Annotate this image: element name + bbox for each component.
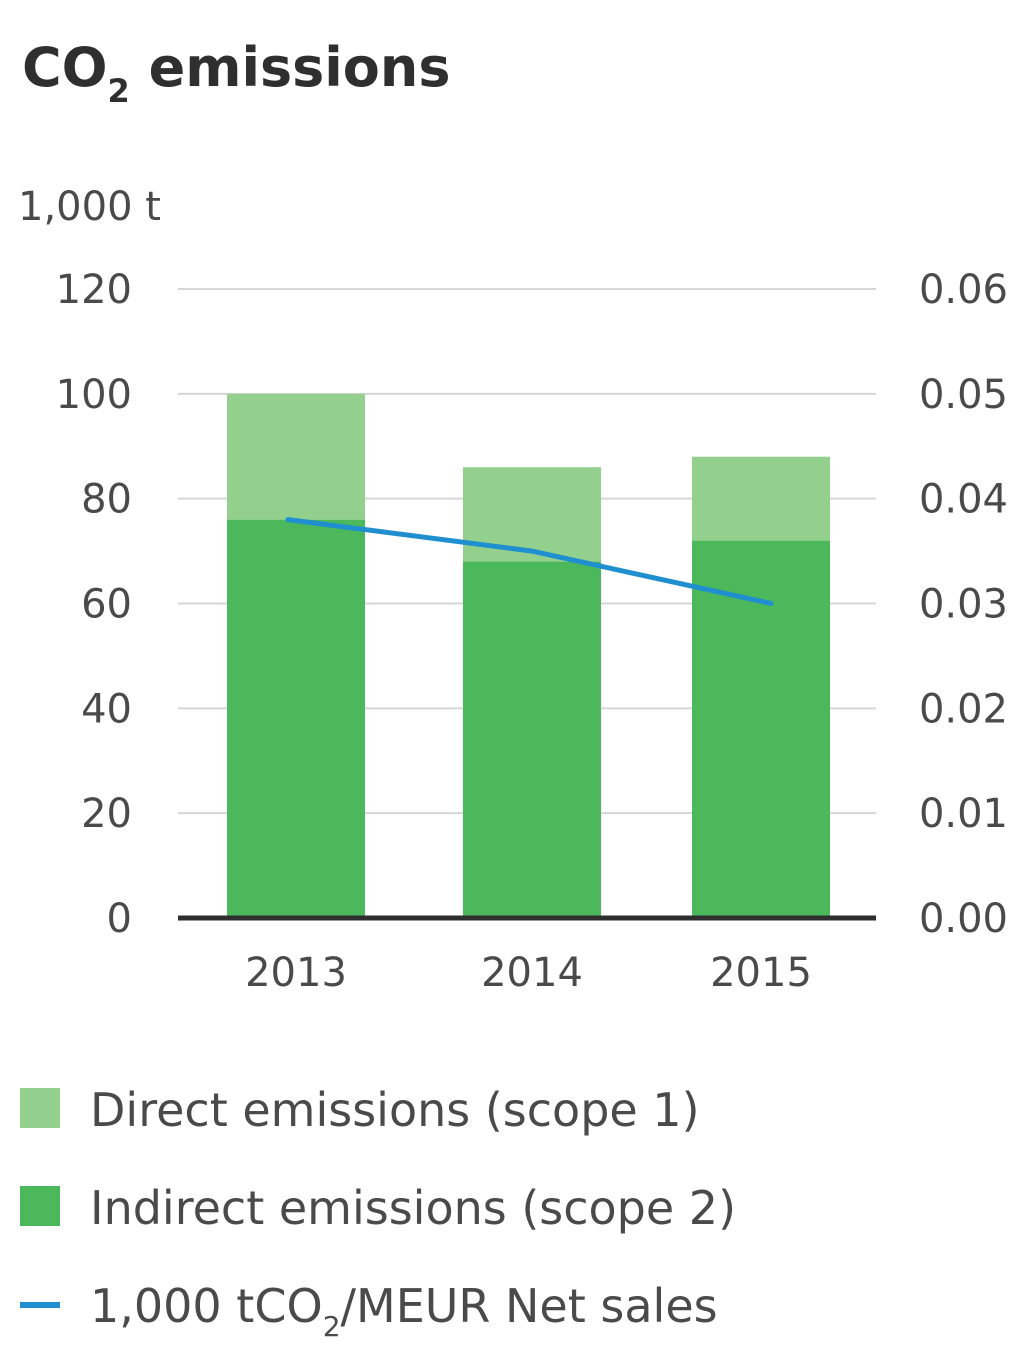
x-tick-label: 2014 [481,950,583,996]
intensity-line [285,517,774,606]
y2-tick-label: 0.06 [919,267,1008,313]
legend-intensity-rest: /MEUR Net sales [341,1279,718,1333]
x-ticks: 2013 2014 2015 [245,950,812,996]
y2-tick-label: 0.00 [919,896,1008,942]
legend-label-intensity: 1,000 tCO2/MEUR Net sales [90,1279,718,1343]
x-tick-label: 2013 [245,950,347,996]
bar-direct-2015 [692,456,830,541]
bar-direct-2013 [227,393,365,520]
y-tick-label: 60 [81,582,132,628]
bar-indirect-2014 [463,561,601,918]
y-tick-label: 40 [81,686,132,732]
y2-tick-label: 0.01 [919,791,1008,837]
y-axis-label: 1,000 t [18,184,161,230]
y2-tick-label: 0.04 [919,477,1008,523]
legend: Direct emissions (scope 1) Indirect emis… [20,1083,736,1343]
chart-title-subscript: 2 [108,72,130,110]
chart-title-rest: emissions [130,36,451,99]
legend-swatch-direct [20,1088,60,1128]
x-tick-label: 2015 [710,950,812,996]
legend-intensity-subscript: 2 [323,1310,341,1343]
y2-tick-label: 0.03 [919,582,1008,628]
bar-indirect-2015 [692,540,830,918]
y-tick-label: 80 [81,477,132,523]
legend-label-direct: Direct emissions (scope 1) [90,1083,700,1137]
y-tick-label: 100 [56,372,132,418]
y-tick-label: 120 [56,267,132,313]
legend-swatch-intensity [20,1302,60,1308]
y2-tick-label: 0.02 [919,686,1008,732]
bars [227,393,830,918]
legend-label-indirect: Indirect emissions (scope 2) [90,1181,736,1235]
bar-indirect-2013 [227,519,365,918]
chart-title-main: CO [22,36,108,99]
y2-tick-label: 0.05 [919,372,1008,418]
legend-intensity-main: 1,000 tCO [90,1279,323,1333]
right-y-ticks: 0.00 0.01 0.02 0.03 0.04 0.05 0.06 [919,267,1008,942]
chart-title: CO2 emissions [22,36,451,110]
y-tick-label: 0 [107,896,132,942]
y-tick-label: 20 [81,791,132,837]
legend-swatch-indirect [20,1186,60,1226]
left-y-ticks: 0 20 40 60 80 100 120 [56,267,132,942]
bar-direct-2014 [463,467,601,562]
